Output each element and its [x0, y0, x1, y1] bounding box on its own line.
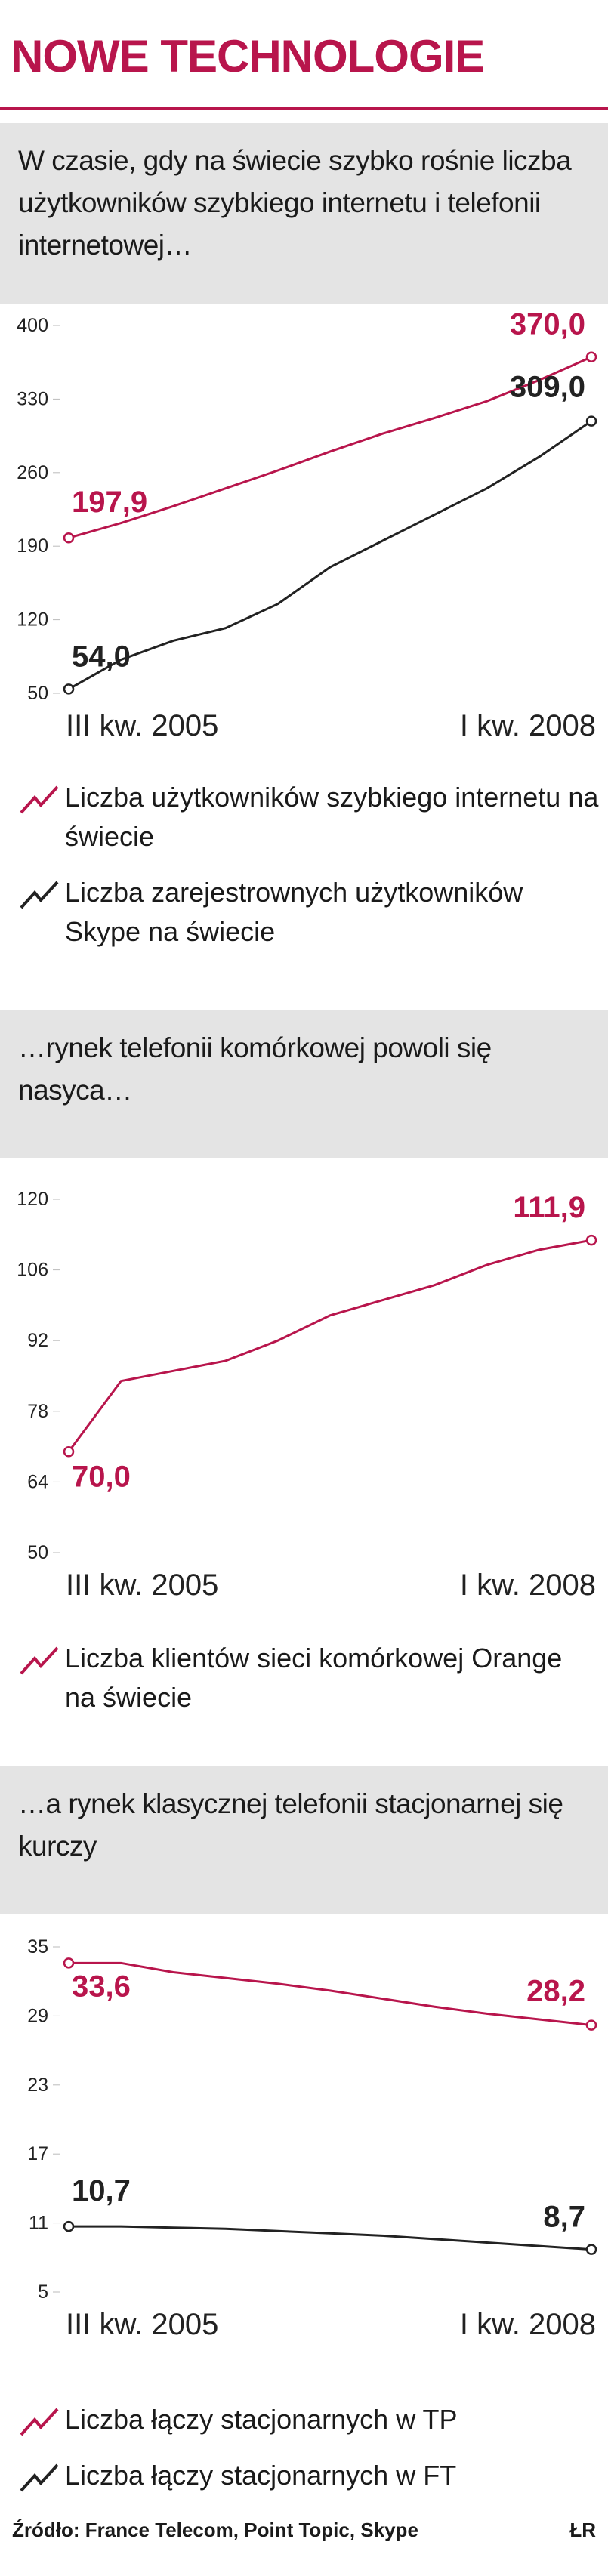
legend-swatch — [20, 1646, 59, 1675]
x-tick-label: I kw. 2008 — [460, 709, 596, 742]
y-tick-label: 17 — [27, 2143, 48, 2164]
value-label: 28,2 — [526, 1975, 585, 2008]
value-label: 33,6 — [72, 1970, 131, 2003]
legend-entry: Liczba klientów sieci komórkowej Orange … — [18, 1639, 600, 1717]
section-header: …a rynek klasycznej telefonii stacjonarn… — [0, 1766, 608, 1914]
y-tick-label: 50 — [27, 1542, 48, 1563]
end-marker — [63, 683, 75, 695]
line-chart: 50 64 78 92 106 120 III kw. 2005 I kw. 2008 70,0… — [17, 1189, 597, 1602]
y-tick-label: 92 — [27, 1330, 48, 1351]
title-rule — [0, 107, 608, 110]
y-tick-label: 11 — [29, 2213, 48, 2234]
legend-icon — [20, 785, 59, 814]
end-marker — [63, 532, 75, 544]
line-chart: 50 120 190 260 330 400 III kw. 2005 I kw. 2008 1… — [17, 308, 597, 742]
value-label: 111,9 — [513, 1191, 585, 1224]
legend-entry: Liczba użytkowników szybkiego internetu … — [18, 778, 600, 856]
y-tick-label: 29 — [27, 2005, 48, 2026]
y-tick-label: 64 — [27, 1471, 48, 1492]
legend-swatch — [20, 881, 59, 909]
legend-label: Liczba łączy stacjonarnych w TP — [65, 2404, 458, 2435]
y-tick-label: 120 — [17, 609, 48, 631]
y-tick-label: 260 — [17, 462, 48, 483]
line-chart: 5 11 17 23 29 35 III kw. 2005 I kw. 2008 33,6 28,… — [27, 1936, 597, 2341]
end-marker — [585, 2019, 597, 2031]
end-marker — [585, 351, 597, 362]
legend-label: Liczba użytkowników szybkiego internetu … — [65, 782, 599, 852]
y-tick-label: 330 — [17, 388, 48, 409]
value-label: 309,0 — [510, 371, 585, 404]
end-marker — [585, 2244, 597, 2255]
y-tick-label: 120 — [17, 1189, 48, 1210]
end-marker — [63, 2220, 75, 2232]
legend-icon — [20, 2408, 59, 2436]
legend-label: Liczba zarejestrownych użytkowników Skyp… — [65, 877, 523, 947]
section-header: W czasie, gdy na świecie szybko rośnie l… — [0, 123, 608, 304]
legend-icon — [20, 881, 59, 909]
legend-swatch — [20, 2463, 59, 2492]
y-tick-label: 78 — [27, 1401, 48, 1422]
value-label: 10,7 — [72, 2174, 131, 2207]
y-tick-label: 400 — [17, 315, 48, 336]
credit: ŁR — [569, 2519, 596, 2541]
series-line — [67, 1239, 592, 1453]
end-marker — [585, 415, 597, 427]
legend-entry: Liczba zarejestrownych użytkowników Skyp… — [18, 873, 600, 952]
end-marker — [63, 1446, 75, 1458]
legend-entry: Liczba łączy stacjonarnych w FT — [18, 2456, 600, 2495]
x-tick-label: III kw. 2005 — [66, 1569, 218, 1602]
y-tick-label: 190 — [17, 535, 48, 557]
y-tick-label: 35 — [27, 1936, 48, 1957]
end-marker — [585, 1234, 597, 1246]
x-tick-label: III kw. 2005 — [66, 709, 218, 742]
series-line — [69, 1961, 592, 2027]
x-tick-label: I kw. 2008 — [460, 1569, 596, 1602]
x-tick-label: I kw. 2008 — [460, 2308, 596, 2341]
value-label: 370,0 — [510, 308, 585, 341]
y-tick-label: 23 — [27, 2075, 48, 2096]
end-marker — [63, 1957, 75, 1969]
legend-label: Liczba klientów sieci komórkowej Orange … — [65, 1643, 563, 1713]
legend-swatch — [20, 785, 59, 814]
legend-label: Liczba łączy stacjonarnych w FT — [65, 2460, 457, 2491]
value-label: 8,7 — [543, 2201, 585, 2234]
series-line — [68, 356, 592, 539]
legend: Liczba łączy stacjonarnych w TP Liczba łą… — [18, 2400, 600, 2512]
series-line — [69, 2225, 592, 2251]
y-tick-label: 106 — [17, 1260, 48, 1281]
legend: Liczba klientów sieci komórkowej Orange … — [18, 1639, 600, 1734]
page-title: NOWE TECHNOLOGIE — [11, 31, 485, 82]
y-tick-label: 50 — [27, 683, 48, 704]
series-line — [68, 420, 592, 690]
y-tick-label: 5 — [38, 2281, 48, 2303]
value-label: 197,9 — [72, 486, 147, 519]
section-header: …rynek telefonii komórkowej powoli się n… — [0, 1010, 608, 1158]
legend-entry: Liczba łączy stacjonarnych w TP — [18, 2400, 600, 2439]
legend-icon — [20, 2463, 59, 2492]
x-tick-label: III kw. 2005 — [66, 2308, 218, 2341]
source: Źródło: France Telecom, Point Topic, Sky… — [12, 2519, 418, 2541]
legend-icon — [20, 1646, 59, 1675]
value-label: 54,0 — [72, 640, 131, 673]
legend-swatch — [20, 2408, 59, 2436]
value-label: 70,0 — [72, 1460, 131, 1493]
legend: Liczba użytkowników szybkiego internetu … — [18, 778, 600, 968]
